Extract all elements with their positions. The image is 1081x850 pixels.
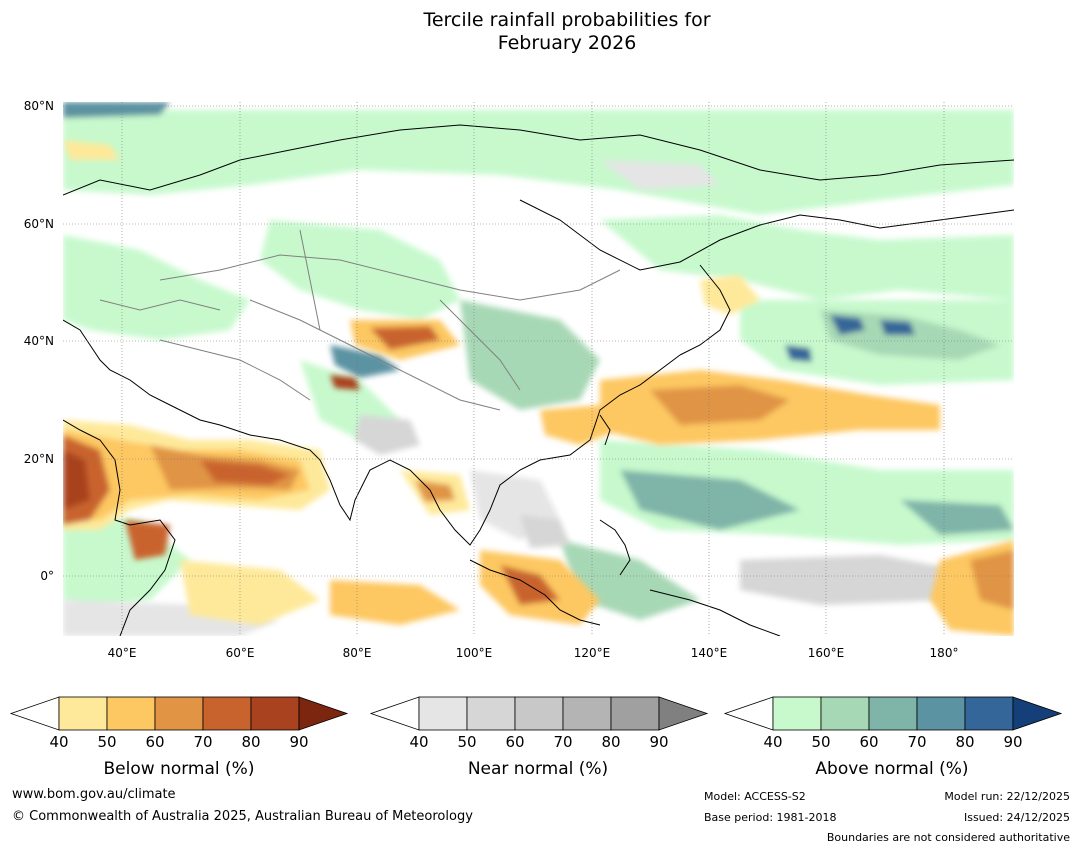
map-area xyxy=(63,102,1014,636)
footer-issued: Issued: 24/12/2025 xyxy=(963,811,1070,824)
lon-label-60e: 60°E xyxy=(226,646,255,660)
above-colorbar-tick: 50 xyxy=(811,733,830,751)
footer-disclaimer: Boundaries are not considered authoritat… xyxy=(826,831,1070,844)
below-colorbar-segment xyxy=(154,696,204,731)
lat-label-40n: 40°N xyxy=(24,334,54,348)
title-line-2: February 2026 xyxy=(497,32,637,54)
below-colorbar-upper-extend xyxy=(298,696,349,731)
lat-label-0: 0° xyxy=(40,569,54,583)
coastlines xyxy=(63,124,1014,636)
below-normal-title: Below normal (%) xyxy=(103,759,255,779)
above-colorbar-tick: 60 xyxy=(859,733,878,751)
near-colorbar-tick: 60 xyxy=(505,733,524,751)
near-normal-colorbar: 40 50 60 70 80 90 xyxy=(369,696,709,751)
lon-label-160e: 160°E xyxy=(808,646,845,660)
below-normal-colorbar: 40 50 60 70 80 90 xyxy=(9,696,349,751)
near-colorbar-segment xyxy=(514,696,564,731)
lat-label-20n: 20°N xyxy=(24,452,54,466)
above-colorbar-upper-extend xyxy=(1012,696,1063,731)
below-colorbar-tick: 80 xyxy=(241,733,260,751)
near-colorbar-tick: 80 xyxy=(601,733,620,751)
colorbars: 40 50 60 70 80 90 40 50 60 70 80 90 40 50 60 70 80 90 xyxy=(9,696,1063,751)
below-colorbar-tick: 50 xyxy=(97,733,116,751)
title-line-1: Tercile rainfall probabilities for xyxy=(423,9,711,31)
near-colorbar-segment xyxy=(466,696,516,731)
chart-title: Tercile rainfall probabilities for Febru… xyxy=(0,9,1081,55)
near-colorbar-tick: 70 xyxy=(553,733,572,751)
below-colorbar-tick: 60 xyxy=(145,733,164,751)
near-colorbar-upper-extend xyxy=(658,696,709,731)
above-colorbar-lower-extend xyxy=(723,696,774,731)
lon-label-40e: 40°E xyxy=(108,646,137,660)
lon-label-120e: 120°E xyxy=(574,646,611,660)
above-colorbar-segment xyxy=(964,696,1014,731)
footer-copyright: © Commonwealth of Australia 2025, Austra… xyxy=(12,809,473,824)
near-colorbar-segment xyxy=(418,696,468,731)
near-colorbar-tick: 40 xyxy=(409,733,428,751)
above-colorbar-segment xyxy=(772,696,822,731)
footer-model: Model: ACCESS-S2 xyxy=(704,790,806,803)
above-colorbar-tick: 90 xyxy=(1003,733,1022,751)
above-colorbar-tick: 70 xyxy=(907,733,926,751)
lon-label-140e: 140°E xyxy=(691,646,728,660)
gridlines xyxy=(63,102,1014,636)
above-colorbar-tick: 40 xyxy=(763,733,782,751)
footer-url: www.bom.gov.au/climate xyxy=(12,787,176,802)
near-colorbar-tick: 90 xyxy=(649,733,668,751)
lat-label-60n: 60°N xyxy=(24,217,54,231)
near-normal-title: Near normal (%) xyxy=(467,759,609,779)
below-colorbar-segment xyxy=(202,696,252,731)
footer-model-run: Model run: 22/12/2025 xyxy=(944,790,1070,803)
above-colorbar-segment xyxy=(868,696,918,731)
longitude-labels: 40°E 60°E 80°E 100°E 120°E 140°E 160°E 1… xyxy=(108,646,959,660)
above-normal-title: Above normal (%) xyxy=(815,759,969,779)
above-colorbar-segment xyxy=(916,696,966,731)
below-normal-regions xyxy=(63,140,1014,636)
footer-base-period: Base period: 1981-2018 xyxy=(704,811,837,824)
near-normal-regions xyxy=(63,160,960,636)
near-colorbar-lower-extend xyxy=(369,696,420,731)
lon-label-100e: 100°E xyxy=(456,646,493,660)
below-colorbar-tick: 40 xyxy=(49,733,68,751)
above-normal-colorbar: 40 50 60 70 80 90 xyxy=(723,696,1063,751)
above-colorbar-tick: 80 xyxy=(955,733,974,751)
below-colorbar-segment xyxy=(106,696,156,731)
near-colorbar-segment xyxy=(562,696,612,731)
below-colorbar-segment xyxy=(58,696,108,731)
lon-label-180: 180° xyxy=(930,646,959,660)
below-colorbar-lower-extend xyxy=(9,696,60,731)
near-colorbar-segment xyxy=(610,696,660,731)
below-colorbar-tick: 70 xyxy=(193,733,212,751)
below-colorbar-segment xyxy=(250,696,300,731)
below-colorbar-tick: 90 xyxy=(289,733,308,751)
lat-label-80n: 80°N xyxy=(24,99,54,113)
lon-label-80e: 80°E xyxy=(343,646,372,660)
above-colorbar-segment xyxy=(820,696,870,731)
latitude-labels: 80°N 60°N 40°N 20°N 0° xyxy=(24,99,54,583)
near-colorbar-tick: 50 xyxy=(457,733,476,751)
